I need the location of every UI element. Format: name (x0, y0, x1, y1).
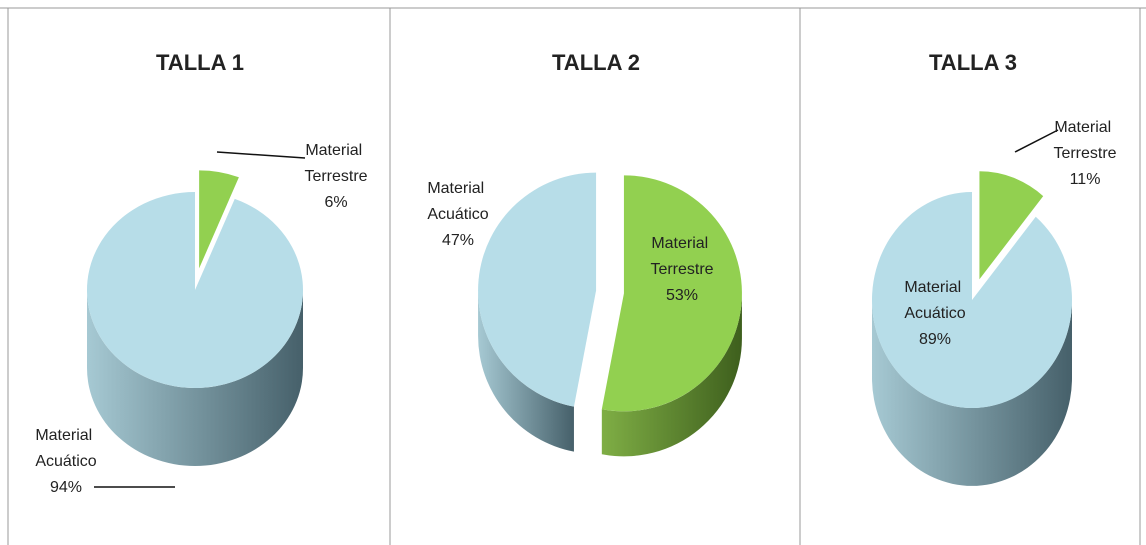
slice (871, 192, 1072, 408)
slice (199, 170, 239, 269)
data-label-category: Material Acuático (35, 427, 96, 470)
data-label-category: Material Terrestre (304, 142, 367, 185)
data-label-category: Material Terrestre (650, 235, 713, 278)
slice (478, 172, 597, 407)
chart-title: TALLA 2 (552, 50, 640, 75)
chart-title: TALLA 1 (156, 50, 244, 75)
slice-side (872, 300, 1072, 486)
pie (478, 172, 742, 457)
data-label-value: 89% (919, 331, 951, 348)
chart-title: TALLA 3 (929, 50, 1017, 75)
data-label-value: 11% (1070, 171, 1101, 188)
slice-side (601, 293, 742, 457)
data-label-value: 47% (442, 232, 474, 249)
slice-side (87, 290, 303, 466)
data-label-value: 53% (666, 287, 698, 304)
data-label-category: Material Terrestre (1053, 119, 1116, 162)
leader-line (216, 151, 306, 159)
slice-side (478, 290, 574, 452)
slice (979, 171, 1044, 280)
data-label-value: 6% (324, 194, 347, 211)
data-label-category: Material Acuático (904, 279, 965, 322)
slice (601, 175, 742, 412)
data-label-category: Material Acuático (427, 180, 488, 223)
leader-line (1014, 129, 1059, 153)
slice (87, 192, 304, 389)
pie (87, 170, 304, 466)
pie (871, 171, 1072, 486)
data-label-value: 94% (50, 479, 82, 496)
